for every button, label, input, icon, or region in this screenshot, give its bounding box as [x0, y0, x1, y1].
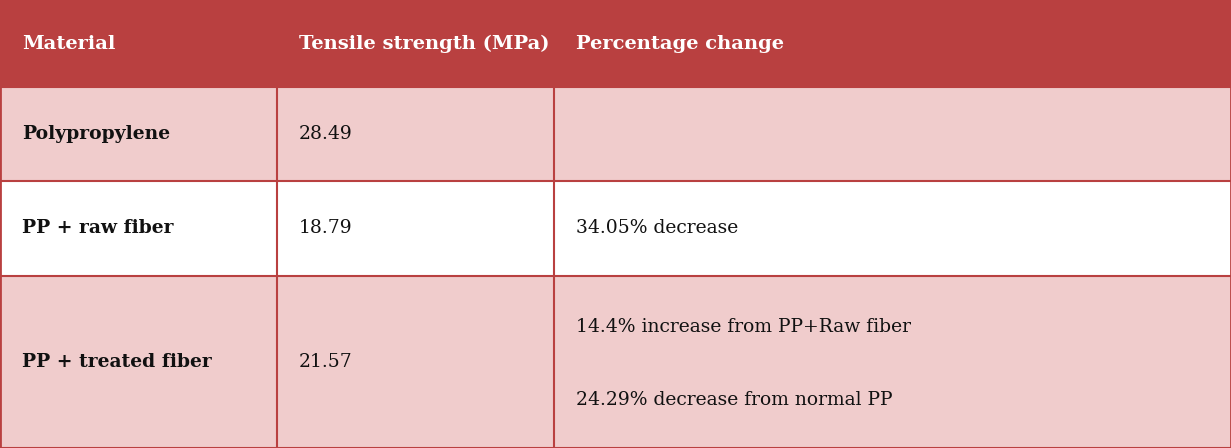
Bar [0, 0, 277, 87]
Text: 14.4% increase from PP+Raw fiber: 14.4% increase from PP+Raw fiber [576, 318, 911, 336]
Bar [0, 276, 1231, 448]
Text: Percentage change: Percentage change [576, 34, 784, 53]
Bar [277, 0, 554, 87]
Text: PP + raw fiber: PP + raw fiber [22, 220, 174, 237]
Bar [0, 87, 1231, 181]
Text: 21.57: 21.57 [299, 353, 353, 371]
Bar [0, 181, 1231, 276]
Bar [554, 0, 1231, 87]
Text: PP + treated fiber: PP + treated fiber [22, 353, 212, 371]
Text: Tensile strength (MPa): Tensile strength (MPa) [299, 34, 549, 53]
Text: 34.05% decrease: 34.05% decrease [576, 220, 739, 237]
Text: Material: Material [22, 34, 116, 53]
Text: Polypropylene: Polypropylene [22, 125, 170, 143]
Text: 24.29% decrease from normal PP: 24.29% decrease from normal PP [576, 391, 892, 409]
Text: 18.79: 18.79 [299, 220, 353, 237]
Text: 28.49: 28.49 [299, 125, 353, 143]
